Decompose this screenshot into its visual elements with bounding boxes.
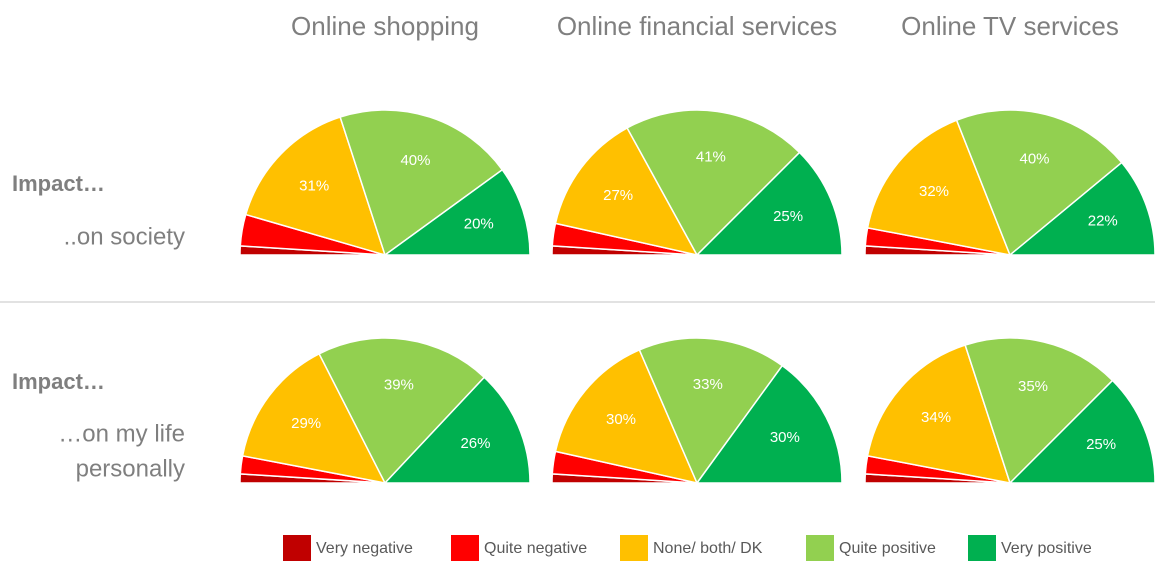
column-title: Online shopping: [291, 11, 479, 41]
data-label: 27%: [603, 187, 633, 204]
data-label: 26%: [460, 435, 490, 452]
pie-slice: [866, 119, 1012, 256]
legend-label: Quite negative: [484, 540, 587, 557]
column-title: Online TV services: [901, 11, 1119, 41]
row-title: Impact…: [12, 369, 105, 394]
legend-label: Very positive: [1001, 540, 1092, 557]
data-label: 29%: [291, 415, 321, 432]
data-label: 34%: [921, 409, 951, 426]
pie-slice: [241, 352, 387, 485]
legend-swatch: [451, 535, 479, 561]
data-label: 40%: [1020, 150, 1050, 167]
pie-slice: [638, 337, 784, 485]
data-label: 35%: [1018, 378, 1048, 395]
pie-slice: [383, 376, 531, 484]
data-label: 41%: [696, 148, 726, 165]
pie-slice: [695, 151, 843, 256]
data-label: 33%: [693, 376, 723, 393]
data-label: 30%: [606, 411, 636, 428]
row-subtitle: …on my life: [58, 420, 185, 447]
data-label: 31%: [299, 177, 329, 194]
legend-swatch: [968, 535, 996, 561]
data-label: 20%: [464, 215, 494, 232]
data-label: 25%: [773, 208, 803, 225]
pie-slice: [554, 126, 699, 257]
pie-slice: [382, 168, 531, 256]
legend-label: Very negative: [316, 540, 413, 557]
data-label: 30%: [770, 429, 800, 446]
data-label: 40%: [400, 152, 430, 169]
row-title: Impact…: [12, 171, 105, 196]
pie-slice: [244, 116, 387, 257]
pie-slice: [626, 109, 801, 257]
data-label: 22%: [1088, 213, 1118, 230]
legend-swatch: [283, 535, 311, 561]
pie-slice: [339, 109, 504, 257]
data-label: 39%: [384, 376, 414, 393]
pie-slice: [695, 364, 843, 484]
legend-swatch: [620, 535, 648, 561]
legend-label: None/ both/ DK: [653, 540, 763, 557]
pie-slice: [964, 337, 1114, 485]
legend-label: Quite positive: [839, 540, 936, 557]
row-subtitle: ..on society: [64, 223, 185, 250]
pie-slice: [318, 337, 486, 485]
legend-swatch: [806, 535, 834, 561]
row-subtitle: personally: [76, 455, 185, 482]
data-label: 25%: [1086, 436, 1116, 453]
pie-slice: [866, 344, 1012, 484]
pie-slice: [554, 348, 699, 485]
column-title: Online financial services: [557, 11, 837, 41]
data-label: 32%: [919, 183, 949, 200]
pie-slice: [955, 109, 1123, 257]
